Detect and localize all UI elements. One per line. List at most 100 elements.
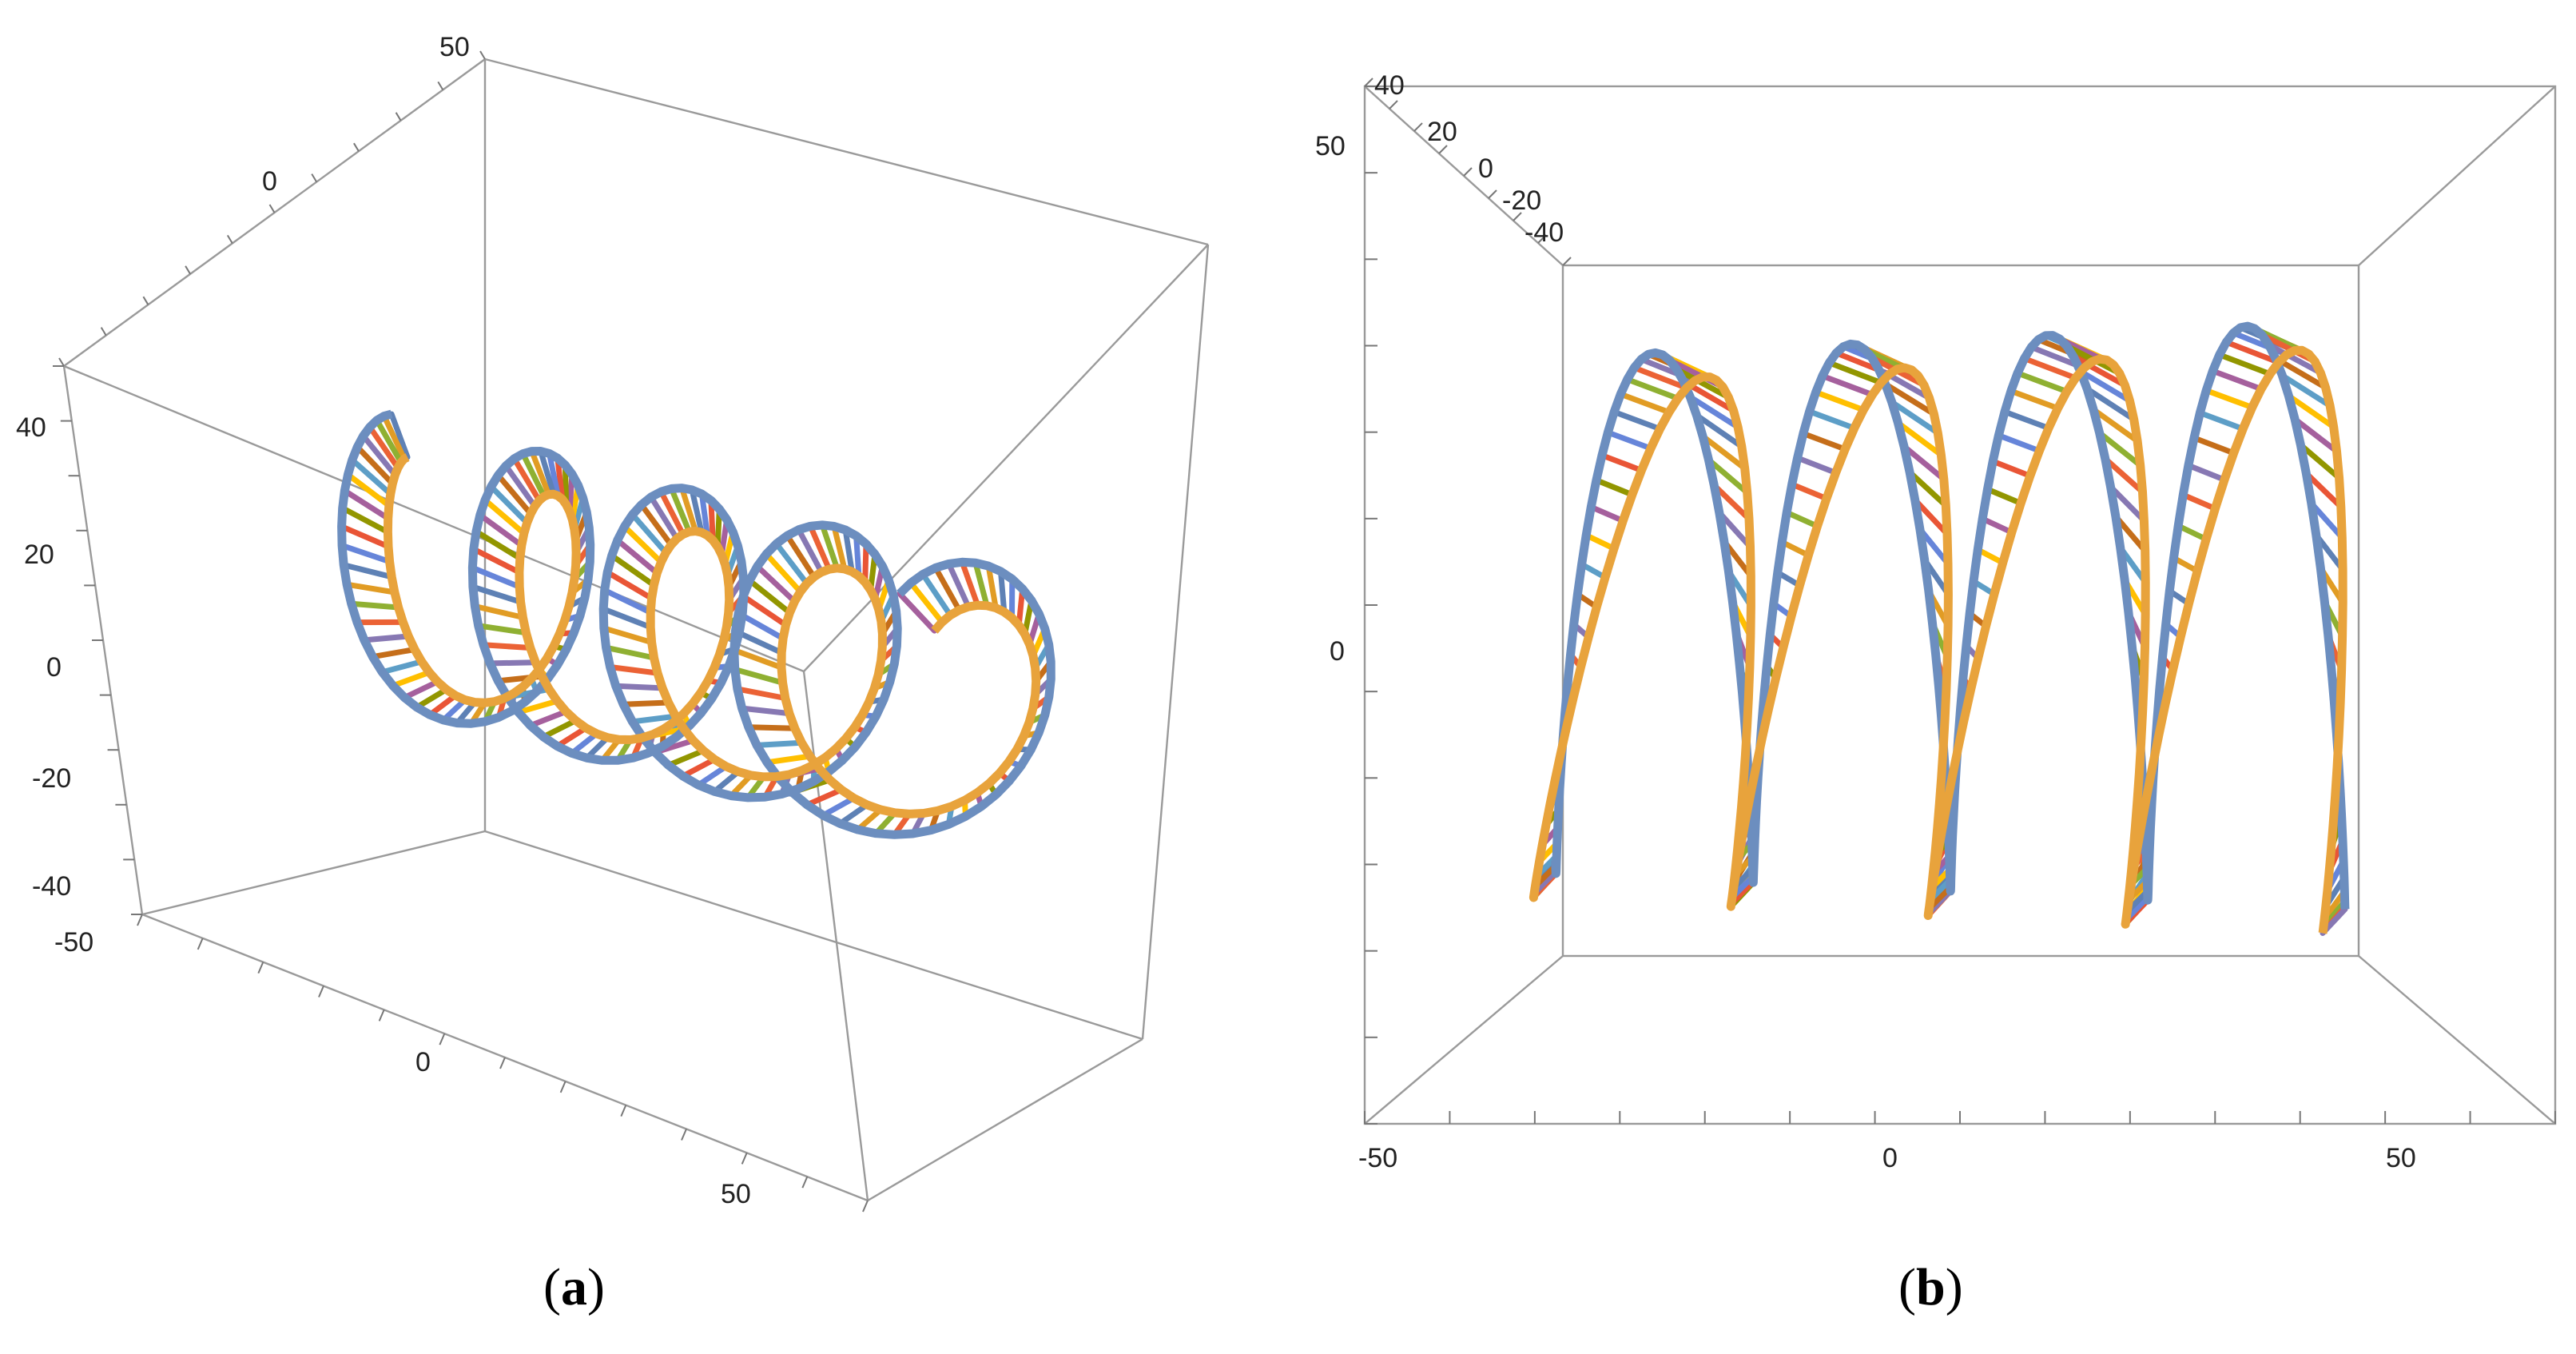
ribbon-rung <box>2008 388 2061 412</box>
tick-mark <box>1562 257 1572 266</box>
ribbon-rung <box>515 698 560 715</box>
ribbon-rung <box>998 568 1008 615</box>
tick-mark <box>1438 145 1448 154</box>
ribbon-rung <box>1599 452 1644 473</box>
ribbon-rung <box>401 679 441 701</box>
ribbon-rung <box>2070 354 2128 388</box>
ribbon-rung <box>600 606 654 631</box>
ribbon-rung <box>601 625 655 646</box>
panel-a-label: (a) <box>543 1258 605 1316</box>
ribbon-rung <box>753 739 805 748</box>
ribbon-rung <box>972 560 990 609</box>
ribbon-rung <box>1779 539 1811 559</box>
ribbon-rung <box>1789 481 1830 502</box>
ribbon-rung <box>985 563 999 611</box>
ribbon-rung <box>1889 399 1941 436</box>
ribbon-rung <box>2285 392 2337 430</box>
ribbon-rung <box>732 628 785 656</box>
ribbon-rung <box>1819 372 1875 398</box>
ribbon-rung <box>2175 523 2209 543</box>
ribbon-rung <box>2216 352 2273 377</box>
tick-mark <box>1488 189 1497 199</box>
ribbon-rung <box>495 472 534 517</box>
ribbon-rung <box>666 747 706 768</box>
panel-b-x-tick-label: 50 <box>2386 1143 2416 1173</box>
ribbon-rung <box>477 512 525 548</box>
panel-b: -50 0 50 50 0 40 20 0 -20 -40 (b) <box>1315 70 2557 1316</box>
ribbon-rung <box>1974 547 2006 566</box>
ribbon-rung <box>511 456 543 504</box>
ribbon-rung <box>1826 360 1884 386</box>
tick-mark <box>318 986 324 998</box>
ribbon-rung <box>695 763 729 788</box>
panel-a-x-tick-label: 0 <box>415 1047 431 1077</box>
panel-a-y-tick-label: 50 <box>439 32 470 62</box>
ribbon-rung <box>488 484 531 526</box>
ribbon-rung <box>482 497 527 536</box>
ribbon-rung <box>648 494 680 542</box>
ribbon-rung <box>1604 429 1654 452</box>
panel-b-depth-tick-label: -20 <box>1502 185 1541 216</box>
ribbon-rung <box>340 505 391 536</box>
ribbon-rung <box>1699 433 1748 472</box>
ribbon-rung <box>538 448 557 497</box>
ribbon-rung <box>1611 408 1663 432</box>
ribbon-rung <box>689 487 705 536</box>
ribbon-rung <box>620 699 672 707</box>
ribbon-rung <box>361 633 411 643</box>
ribbon-rung <box>2014 370 2070 395</box>
panel-a-label-letter: a <box>561 1258 587 1316</box>
ribbon-rung <box>480 642 534 651</box>
ribbon-rung <box>613 683 666 691</box>
tick-mark <box>1389 100 1398 110</box>
ribbon-rung <box>348 600 402 611</box>
tick-mark <box>681 1129 687 1141</box>
ribbon-rung <box>680 756 718 779</box>
ribbon-rung <box>1906 469 1949 509</box>
ribbon-rung <box>668 485 693 535</box>
ribbon-rung <box>2223 339 2282 365</box>
ribbon-rung <box>819 522 840 571</box>
tick-mark <box>100 327 107 337</box>
tick-mark <box>1537 234 1547 244</box>
panel-a-ticks <box>53 50 869 1213</box>
ribbon-rung <box>1895 420 1944 458</box>
panel-b-ticks <box>1364 78 2556 1125</box>
ribbon-rung <box>369 647 418 660</box>
tick-mark <box>226 234 233 244</box>
ribbon-rung <box>2203 388 2256 411</box>
ribbon-rung <box>603 644 657 661</box>
ribbon-rung <box>602 587 654 615</box>
ribbon-rung <box>367 424 401 471</box>
panel-a-z-tick-label: -20 <box>32 763 71 794</box>
ribbon-rung <box>807 523 833 572</box>
panel-b-depth-tick-label: 0 <box>1478 153 1493 184</box>
ribbon-rung <box>630 512 669 556</box>
panel-a-y-tick-label: 0 <box>262 166 277 197</box>
ribbon-rung <box>804 787 845 808</box>
ribbon-rung <box>2002 408 2052 432</box>
ribbon-rung <box>1583 532 1617 552</box>
ribbon-rung <box>1813 389 1866 413</box>
ribbon-rung <box>381 413 407 462</box>
ribbon-edge <box>337 409 1055 839</box>
ribbon-edge <box>383 453 1041 818</box>
ribbon-rung <box>1979 516 2015 536</box>
ribbon-rung <box>503 463 538 509</box>
ribbon-rung <box>946 560 972 610</box>
ribbon-rung <box>354 444 396 487</box>
ribbon-rung <box>784 532 817 580</box>
ribbon-rung <box>1588 504 1626 524</box>
ribbon-rung <box>1990 458 2033 479</box>
ribbon-rung <box>731 647 785 671</box>
ribbon-rung <box>471 546 523 575</box>
ribbon-rung <box>622 524 664 565</box>
tick-mark <box>268 204 276 213</box>
tick-mark <box>311 173 318 183</box>
tick-mark <box>620 1105 627 1117</box>
ribbon-rung <box>2303 470 2344 510</box>
ribbon-rung <box>754 564 797 604</box>
panel-b-depth-tick-label: -40 <box>1525 217 1564 248</box>
ribbon-rung <box>414 687 450 711</box>
